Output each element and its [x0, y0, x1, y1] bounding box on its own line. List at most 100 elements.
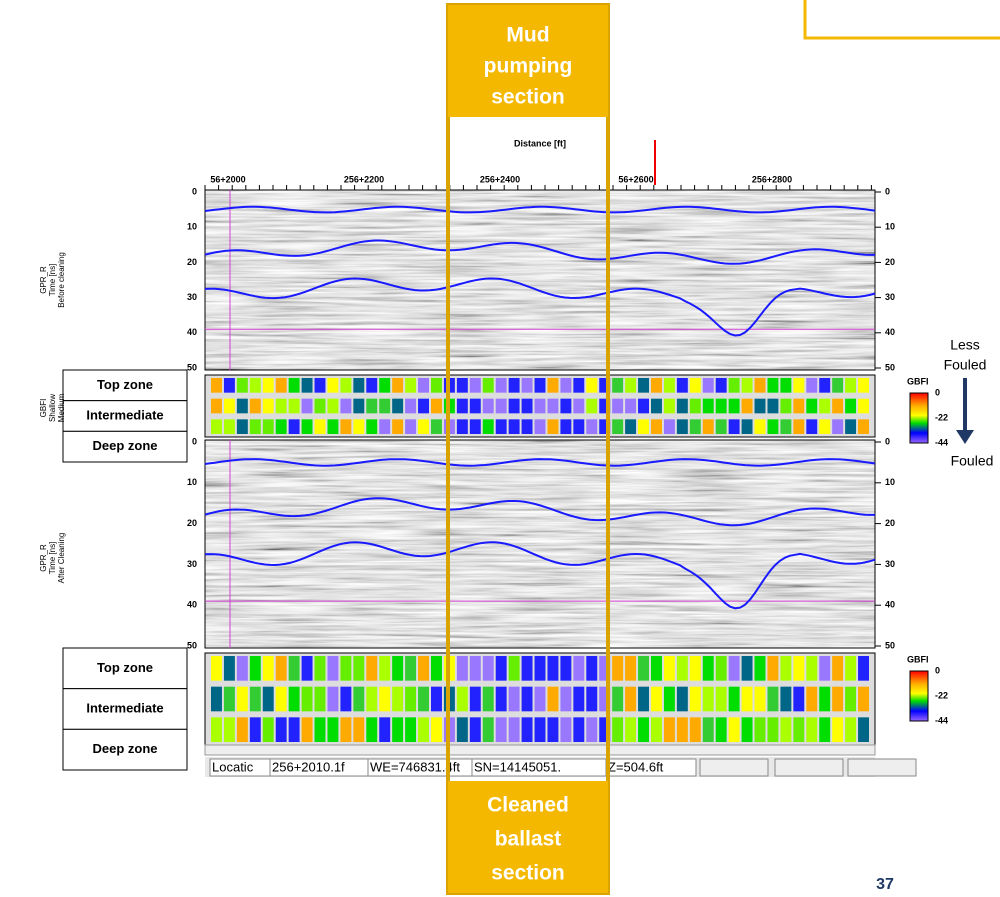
gbfi-cell	[832, 687, 843, 712]
legend-tick: -44	[935, 715, 948, 725]
gbfi-cell	[819, 717, 830, 742]
gbfi-cell	[832, 717, 843, 742]
gbfi-cell	[638, 419, 649, 434]
gbfi-cell	[819, 378, 830, 393]
gbfi-cell	[211, 419, 222, 434]
gbfi-cell	[806, 717, 817, 742]
gbfi-cell	[586, 378, 597, 393]
gbfi-cell	[767, 717, 778, 742]
gbfi-cell	[211, 687, 222, 712]
gbfi-cell	[522, 419, 533, 434]
gbfi-cell	[806, 687, 817, 712]
gbfi-cell	[224, 687, 235, 712]
gbfi-cell	[431, 656, 442, 681]
gbfi-cell	[405, 717, 416, 742]
gbfi-cell	[845, 419, 856, 434]
gbfi-cell	[509, 687, 520, 712]
depth-tick: 40	[187, 600, 197, 610]
depth-tick: 20	[187, 518, 197, 528]
zone-label: Deep zone	[92, 438, 157, 453]
x-axis-title: Distance [ft]	[514, 138, 566, 148]
gbfi-cell	[470, 419, 481, 434]
slide: 0010102020303040405050001010202030304040…	[0, 0, 1000, 897]
gbfi-cell	[573, 687, 584, 712]
gbfi-cell	[483, 419, 494, 434]
gbfi-cell	[729, 717, 740, 742]
gbfi-cell	[819, 399, 830, 414]
depth-tick: 0	[192, 436, 197, 446]
side-label: After Cleaning	[57, 533, 66, 584]
gbfi-cell	[780, 656, 791, 681]
status-text: Locatic	[212, 759, 254, 774]
gbfi-cell	[625, 717, 636, 742]
status-field	[775, 759, 843, 776]
gbfi-cell	[353, 378, 364, 393]
gbfi-cell	[625, 687, 636, 712]
gbfi-cell	[457, 656, 468, 681]
x-label: 56+2600	[618, 174, 653, 184]
gbfi-cell	[224, 399, 235, 414]
gbfi-cell	[224, 656, 235, 681]
gbfi-cell	[276, 378, 287, 393]
legend-tick: 0	[935, 387, 940, 397]
gbfi-cell	[560, 717, 571, 742]
gbfi-cell	[457, 399, 468, 414]
gbfi-cell	[340, 717, 351, 742]
gbfi-cell	[547, 378, 558, 393]
gbfi-cell	[560, 687, 571, 712]
gbfi-cell	[793, 419, 804, 434]
gbfi-cell	[289, 717, 300, 742]
gbfi-cell	[677, 717, 688, 742]
gbfi-cell	[573, 656, 584, 681]
gbfi-cell	[353, 656, 364, 681]
gbfi-cell	[793, 687, 804, 712]
gbfi-cell	[703, 687, 714, 712]
gbfi-cell	[483, 399, 494, 414]
gbfi-cell	[366, 399, 377, 414]
depth-tick: 20	[885, 257, 895, 267]
gbfi-cell	[496, 656, 507, 681]
gbfi-cell	[289, 399, 300, 414]
side-label: GPR_R	[39, 544, 48, 572]
gbfi-cell	[315, 687, 326, 712]
gbfi-cell	[858, 378, 869, 393]
side-label: GBFI	[39, 399, 48, 418]
depth-tick: 30	[187, 559, 197, 569]
gbfi-cell	[327, 378, 338, 393]
gbfi-cell	[379, 717, 390, 742]
gbfi-cell	[664, 717, 675, 742]
gbfi-cell	[780, 399, 791, 414]
gbfi-cell	[664, 687, 675, 712]
gbfi-cell	[573, 717, 584, 742]
gbfi-cell	[638, 717, 649, 742]
gbfi-cell	[586, 399, 597, 414]
gbfi-cell	[716, 419, 727, 434]
banner-text: Mud	[506, 24, 549, 47]
gbfi-cell	[612, 717, 623, 742]
gbfi-cell	[729, 687, 740, 712]
gbfi-cell	[755, 656, 766, 681]
gbfi-cell	[302, 378, 313, 393]
gbfi-cell	[535, 399, 546, 414]
gbfi-cell	[224, 378, 235, 393]
gbfi-cell	[780, 717, 791, 742]
gbfi-cell	[535, 419, 546, 434]
gbfi-cell	[664, 656, 675, 681]
gbfi-cell	[664, 378, 675, 393]
legend-tick: -22	[935, 412, 948, 422]
gbfi-cell	[405, 419, 416, 434]
legend-title: GBFI	[907, 376, 929, 386]
legend-tick: -44	[935, 437, 948, 447]
gbfi-cell	[522, 399, 533, 414]
x-label: 256+2200	[344, 174, 384, 184]
gbfi-cell	[379, 399, 390, 414]
gbfi-cell	[612, 687, 623, 712]
gbfi-cell	[780, 378, 791, 393]
gbfi-cell	[302, 399, 313, 414]
gbfi-cell	[742, 717, 753, 742]
gbfi-cell	[211, 399, 222, 414]
gbfi-cell	[677, 378, 688, 393]
depth-tick: 40	[885, 600, 895, 610]
depth-tick: 10	[187, 222, 197, 232]
gbfi-cell	[522, 378, 533, 393]
